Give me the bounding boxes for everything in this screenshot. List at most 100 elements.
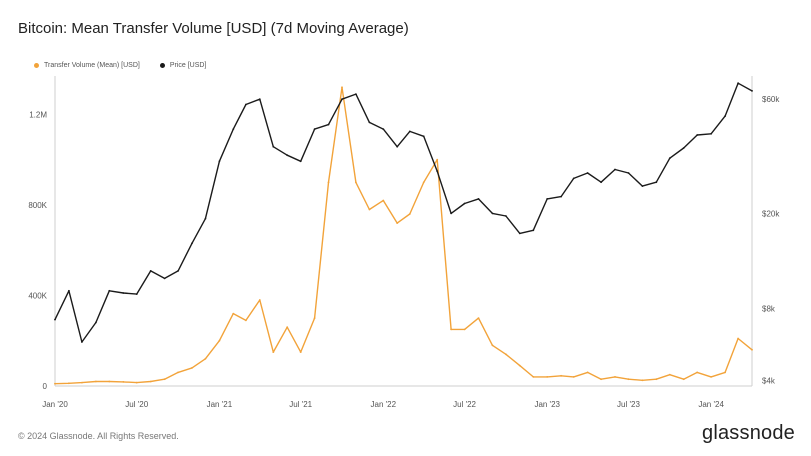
point-transfer-volume [532, 376, 535, 378]
y-right-tick-label: $60k [762, 95, 780, 104]
point-transfer-volume [682, 378, 685, 381]
copyright-footer: © 2024 Glassnode. All Rights Reserved. [18, 431, 179, 441]
point-price [505, 215, 507, 217]
point-transfer-volume [463, 328, 466, 331]
y-right-tick-label: $4k [762, 377, 776, 386]
y-left-tick-label: 400K [28, 291, 47, 300]
point-transfer-volume [436, 158, 439, 161]
x-tick-label: Jul '20 [125, 400, 148, 409]
point-price [751, 90, 753, 92]
point-transfer-volume [232, 312, 235, 315]
point-price [396, 145, 399, 148]
point-transfer-volume [600, 378, 602, 381]
y-left-tick-label: 0 [43, 382, 48, 391]
chart-axes [54, 76, 753, 387]
x-tick-label: Jan '21 [207, 400, 233, 409]
point-price [95, 321, 97, 324]
point-price [341, 98, 343, 101]
point-price [641, 185, 644, 188]
point-price [245, 103, 247, 106]
point-price [163, 277, 166, 280]
legend-dot-price [159, 63, 165, 68]
point-price [232, 128, 235, 131]
point-transfer-volume [341, 86, 343, 89]
y-right-tick-label: $8k [762, 305, 776, 314]
point-transfer-volume [191, 367, 193, 369]
point-price [737, 82, 739, 85]
point-transfer-volume [368, 208, 371, 211]
point-price [122, 292, 125, 294]
legend-label-price: Price [USD] [169, 62, 207, 69]
point-price [313, 128, 316, 131]
point-transfer-volume [68, 382, 70, 385]
series-line-transfer-volume [54, 86, 753, 385]
x-tick-label: Jan '23 [534, 400, 560, 409]
point-price [546, 198, 549, 200]
point-price [586, 172, 589, 174]
point-transfer-volume [54, 382, 56, 385]
point-transfer-volume [450, 328, 452, 331]
point-transfer-volume [218, 339, 221, 342]
point-transfer-volume [327, 181, 330, 184]
point-price [627, 172, 630, 174]
point-price [477, 198, 480, 200]
point-transfer-volume [149, 380, 152, 383]
legend-item-price[interactable]: Price [USD] [159, 62, 207, 69]
point-transfer-volume [518, 364, 521, 367]
point-price [108, 289, 111, 292]
point-price [191, 242, 193, 245]
point-transfer-volume [751, 348, 753, 351]
point-transfer-volume [382, 199, 385, 202]
x-tick-label: Jan '22 [371, 400, 397, 409]
y-left-tick-label: 800K [28, 201, 47, 210]
point-transfer-volume [655, 378, 658, 381]
point-price [258, 98, 261, 101]
point-transfer-volume [258, 299, 261, 301]
point-transfer-volume [572, 376, 575, 378]
point-transfer-volume [396, 222, 399, 225]
point-transfer-volume [299, 351, 302, 353]
point-transfer-volume [546, 376, 549, 378]
point-transfer-volume [122, 381, 125, 383]
point-transfer-volume [696, 371, 699, 374]
point-price [532, 229, 535, 232]
point-price [463, 202, 466, 205]
point-price [218, 160, 221, 163]
chart-series [54, 82, 753, 385]
point-price [655, 181, 658, 184]
point-price [710, 132, 712, 135]
point-price [299, 160, 302, 163]
point-transfer-volume [491, 344, 494, 347]
chart-ticks: 0 400K 800K 1.2M $4k $8k $20k $60k Jan '20 Jul '2… [28, 95, 780, 409]
point-transfer-volume [422, 181, 425, 184]
x-tick-label: Jul '21 [289, 400, 312, 409]
y-right-tick-label: $20k [762, 209, 780, 218]
y-left-tick-label: 1.2M [29, 110, 47, 119]
point-transfer-volume [724, 371, 726, 374]
point-price [600, 181, 602, 184]
legend-label-transfer-volume: Transfer Volume (Mean) [USD] [44, 62, 140, 69]
legend-item-transfer-volume[interactable]: Transfer Volume (Mean) [USD] [34, 62, 140, 69]
point-price [450, 212, 452, 215]
point-price [668, 157, 671, 160]
point-transfer-volume [177, 371, 180, 374]
point-transfer-volume [710, 376, 712, 378]
point-transfer-volume [81, 381, 83, 384]
point-price [724, 115, 726, 117]
point-transfer-volume [272, 351, 275, 353]
point-transfer-volume [355, 181, 357, 184]
point-price [382, 128, 385, 131]
x-tick-label: Jan '24 [698, 400, 724, 409]
point-transfer-volume [641, 379, 644, 382]
point-transfer-volume [627, 378, 630, 381]
point-transfer-volume [204, 357, 207, 360]
point-price [368, 121, 371, 124]
point-transfer-volume [286, 326, 289, 329]
point-price [682, 147, 685, 149]
chart-legend: Transfer Volume (Mean) [USD] Price [USD] [34, 62, 206, 69]
point-price [355, 93, 357, 95]
point-price [491, 212, 494, 215]
legend-dot-transfer-volume [34, 63, 39, 68]
point-price [54, 318, 56, 321]
